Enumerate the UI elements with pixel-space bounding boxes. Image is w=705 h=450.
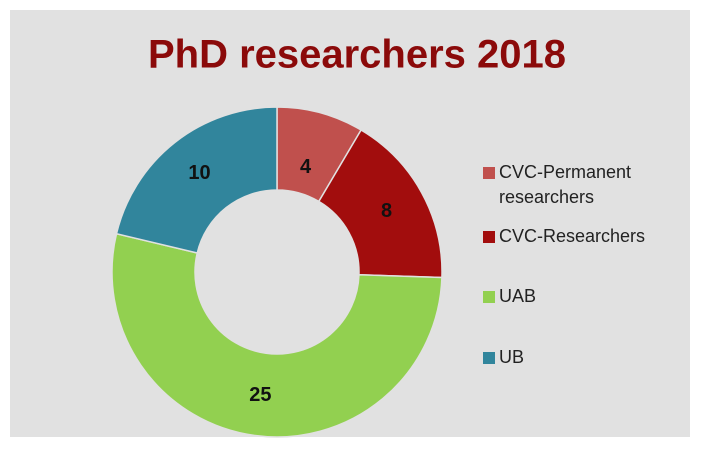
legend-swatch (483, 352, 495, 364)
data-label: 8 (381, 200, 392, 222)
donut-slice (115, 106, 278, 254)
donut-slice (317, 129, 443, 279)
data-label: 10 (188, 162, 210, 184)
donut-slice (111, 232, 443, 438)
legend-label: CVC-Researchers (499, 226, 646, 246)
legend-label: UAB (499, 286, 537, 306)
legend-item: UAB (483, 284, 683, 309)
legend-item: CVC-Researchers (483, 224, 683, 249)
chart-title: PhD researchers 2018 (148, 33, 566, 77)
legend-item: UB (483, 345, 683, 370)
legend-item: CVC-Permanent researchers (483, 160, 683, 210)
legend-swatch (483, 167, 495, 179)
legend-label: CVC-Permanent researchers (499, 162, 632, 207)
legend-label: UB (499, 347, 525, 367)
legend-swatch (483, 291, 495, 303)
data-label: 25 (249, 384, 271, 406)
data-label: 4 (300, 156, 312, 178)
legend-swatch (483, 231, 495, 243)
